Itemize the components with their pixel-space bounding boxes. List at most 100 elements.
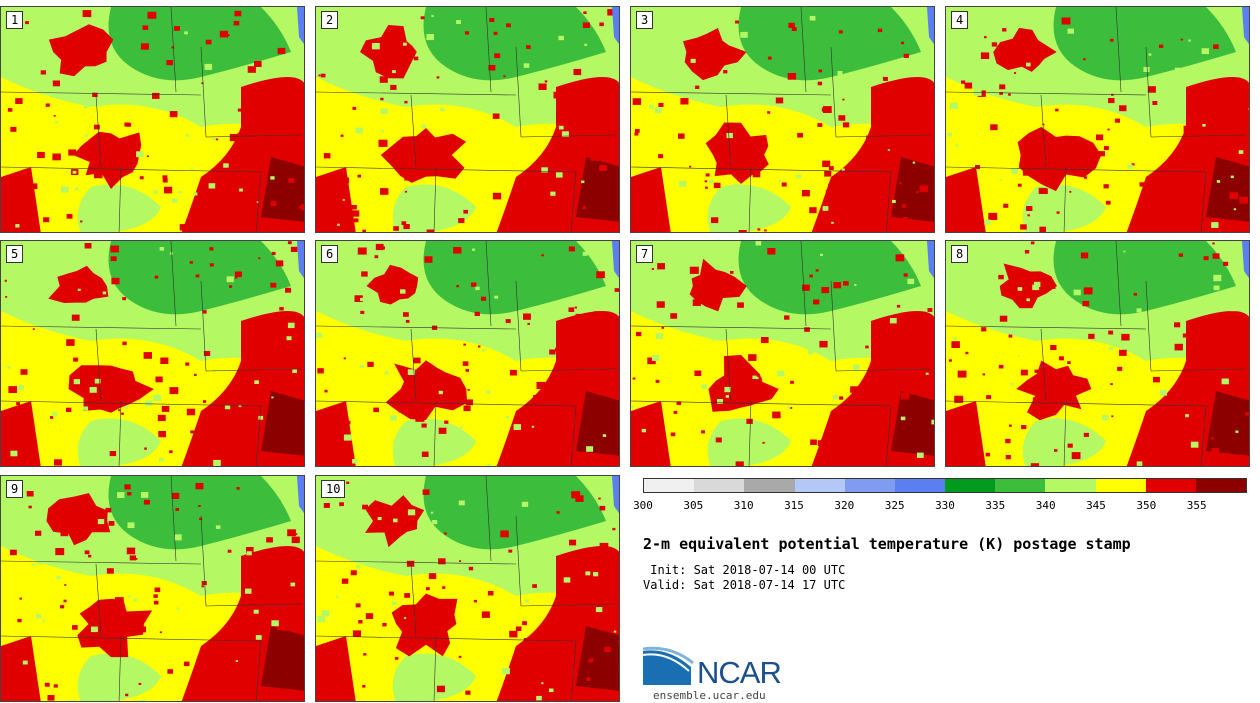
state-boundary: [205, 134, 302, 138]
red-region-southwest: [316, 636, 356, 701]
red-blob-central: [77, 598, 153, 658]
red-blob-north: [366, 264, 419, 305]
state-boundary: [316, 400, 577, 407]
state-boundary: [515, 280, 522, 372]
state-boundary: [520, 603, 617, 607]
state-boundary: [1145, 280, 1152, 372]
state-boundary: [433, 400, 437, 466]
state-boundary: [830, 280, 837, 372]
light-green-south: [707, 418, 791, 466]
logo-text: NCAR: [697, 655, 782, 690]
map-field: [631, 241, 934, 466]
member-panel-9[interactable]: 9: [0, 475, 305, 702]
state-boundary: [410, 328, 417, 402]
state-boundary: [170, 476, 177, 562]
state-boundary: [255, 171, 262, 232]
colorbar-tick: 325: [884, 499, 905, 512]
colorbar-tick: 320: [834, 499, 855, 512]
state-boundary: [570, 405, 577, 466]
member-panel-4[interactable]: 4: [945, 6, 1250, 233]
state-boundary: [1063, 400, 1067, 466]
state-boundary: [485, 7, 492, 93]
state-boundary: [95, 328, 102, 402]
dark-red-region: [261, 391, 304, 456]
light-green-south: [77, 184, 161, 232]
state-boundary: [205, 368, 302, 372]
map-field: [946, 7, 1249, 232]
red-blob-north: [48, 24, 114, 77]
state-boundary: [1115, 7, 1122, 93]
member-label: 10: [321, 480, 346, 498]
member-label: 5: [6, 245, 24, 263]
figure-title: 2-m equivalent potential temperature (K)…: [643, 535, 1131, 553]
map-field: [1, 241, 304, 466]
state-boundary: [200, 515, 207, 607]
member-panel-6[interactable]: 6: [315, 240, 620, 467]
member-label: 6: [321, 245, 339, 263]
state-boundary: [1145, 46, 1152, 138]
light-green-south: [392, 653, 476, 701]
state-boundary: [255, 640, 262, 701]
state-boundary: [946, 91, 1147, 96]
state-boundary: [946, 166, 1207, 173]
state-boundary: [800, 241, 807, 327]
red-blob-north: [999, 263, 1057, 309]
dark-red-region: [261, 626, 304, 691]
map-field: [316, 7, 619, 232]
red-blob-north: [689, 258, 747, 312]
state-boundary: [1, 325, 202, 330]
valid-time: Valid: Sat 2018-07-14 17 UTC: [643, 578, 846, 592]
colorbar-tick: 355: [1186, 499, 1207, 512]
state-boundary: [725, 94, 732, 168]
dark-red-region: [576, 391, 619, 456]
red-region-southwest: [946, 401, 986, 466]
state-boundary: [118, 166, 122, 232]
member-panel-3[interactable]: 3: [630, 6, 935, 233]
red-blob-central: [391, 593, 458, 657]
state-boundary: [200, 280, 207, 372]
state-boundary: [170, 241, 177, 327]
state-boundary: [410, 563, 417, 637]
light-green-south: [77, 653, 161, 701]
map-field: [1, 476, 304, 701]
lake-icon: [297, 7, 304, 45]
member-label: 4: [951, 11, 969, 29]
state-boundary: [95, 563, 102, 637]
member-panel-8[interactable]: 8: [945, 240, 1250, 467]
green-region: [738, 241, 921, 315]
state-boundary: [748, 400, 752, 466]
red-region-southwest: [631, 167, 671, 232]
colorbar-segment: [844, 479, 895, 492]
map-field: [631, 7, 934, 232]
state-boundary: [631, 325, 832, 330]
state-boundary: [95, 94, 102, 168]
lake-icon: [1242, 241, 1249, 279]
member-panel-7[interactable]: 7: [630, 240, 935, 467]
state-boundary: [118, 635, 122, 701]
member-panel-2[interactable]: 2: [315, 6, 620, 233]
member-panel-1[interactable]: 1: [0, 6, 305, 233]
state-boundary: [485, 476, 492, 562]
state-boundary: [515, 515, 522, 607]
member-panel-10[interactable]: 10: [315, 475, 620, 702]
green-region: [423, 7, 606, 81]
state-boundary: [748, 166, 752, 232]
light-green-south: [392, 184, 476, 232]
lake-icon: [612, 7, 619, 45]
state-boundary: [316, 635, 577, 642]
member-panel-5[interactable]: 5: [0, 240, 305, 467]
state-boundary: [570, 640, 577, 701]
light-green-south: [1022, 418, 1106, 466]
map-field: [316, 241, 619, 466]
colorbar-segment: [995, 479, 1046, 492]
lake-icon: [297, 241, 304, 279]
colorbar-tick: 315: [784, 499, 804, 512]
state-boundary: [631, 166, 892, 173]
ncar-logo-icon: [643, 646, 694, 685]
state-boundary: [1040, 328, 1047, 402]
state-boundary: [205, 603, 302, 607]
light-green-south: [1022, 184, 1106, 232]
state-boundary: [433, 635, 437, 701]
state-boundary: [631, 91, 832, 96]
red-region-southwest: [1, 636, 41, 701]
